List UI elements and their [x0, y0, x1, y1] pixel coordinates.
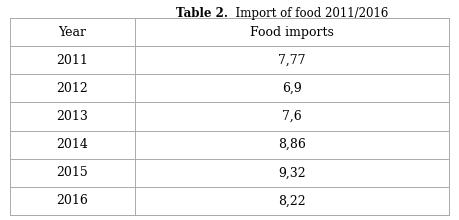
Text: Import of food 2011/2016: Import of food 2011/2016	[228, 7, 388, 20]
Text: Food imports: Food imports	[250, 26, 334, 38]
Text: 6,9: 6,9	[282, 82, 302, 95]
Text: Year: Year	[59, 26, 87, 38]
Text: 2012: 2012	[56, 82, 89, 95]
Text: 8,86: 8,86	[278, 138, 306, 151]
Bar	[10, 18, 449, 215]
Text: 2011: 2011	[56, 54, 89, 67]
Text: Table 2.: Table 2.	[175, 7, 228, 20]
Text: 2013: 2013	[56, 110, 89, 123]
Text: 7,6: 7,6	[282, 110, 302, 123]
Text: 9,32: 9,32	[278, 166, 306, 179]
Text: 2014: 2014	[56, 138, 89, 151]
Text: 2015: 2015	[56, 166, 89, 179]
Text: 2016: 2016	[56, 194, 89, 207]
Text: 8,22: 8,22	[278, 194, 306, 207]
Text: 7,77: 7,77	[278, 54, 306, 67]
